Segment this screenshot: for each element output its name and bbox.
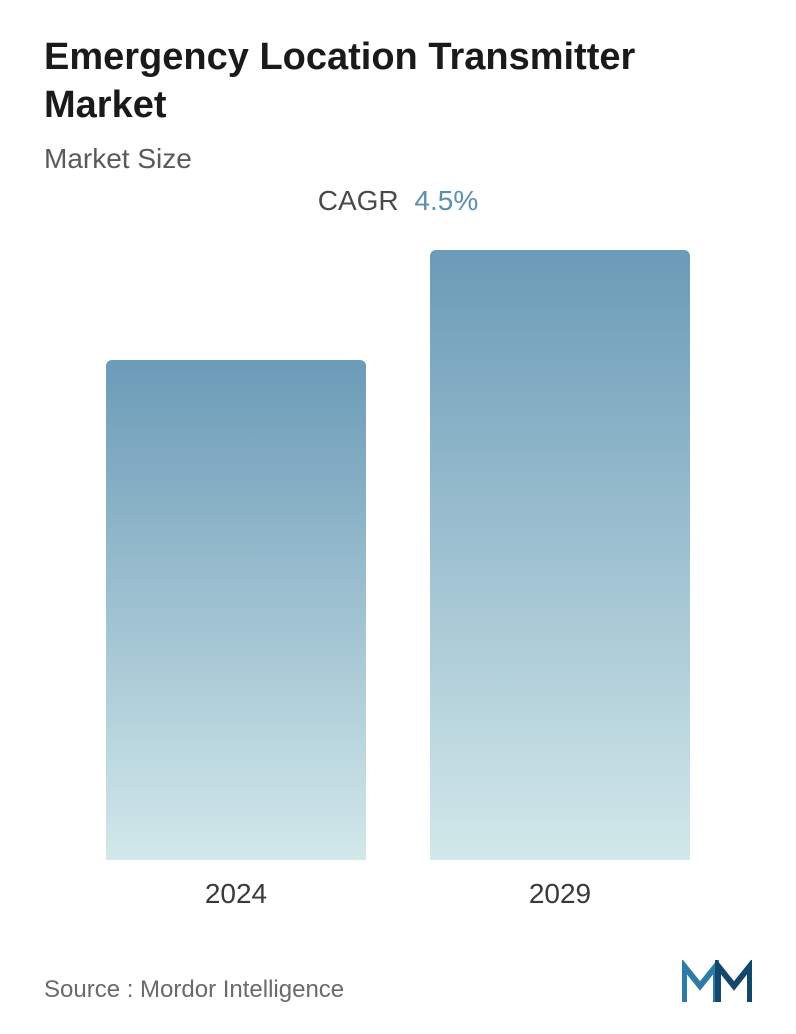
source-text: Source : Mordor Intelligence [44, 976, 344, 1004]
bar-label-0: 2024 [205, 878, 267, 910]
cagr-label: CAGR [318, 185, 399, 216]
bar-0 [106, 360, 366, 860]
bar-group-0: 2024 [96, 360, 376, 910]
bar-group-1: 2029 [420, 250, 700, 910]
cagr-value: 4.5% [414, 185, 478, 216]
chart-footer: Source : Mordor Intelligence [44, 930, 752, 1004]
mordor-logo-icon [682, 960, 752, 1004]
chart-container: Emergency Location Transmitter Market Ma… [0, 0, 796, 1034]
bar-chart-area: 2024 2029 [44, 247, 752, 930]
bar-label-1: 2029 [529, 878, 591, 910]
chart-title: Emergency Location Transmitter Market [44, 34, 752, 129]
chart-subtitle: Market Size [44, 143, 752, 175]
cagr-row: CAGR 4.5% [44, 185, 752, 217]
bar-1 [430, 250, 690, 860]
